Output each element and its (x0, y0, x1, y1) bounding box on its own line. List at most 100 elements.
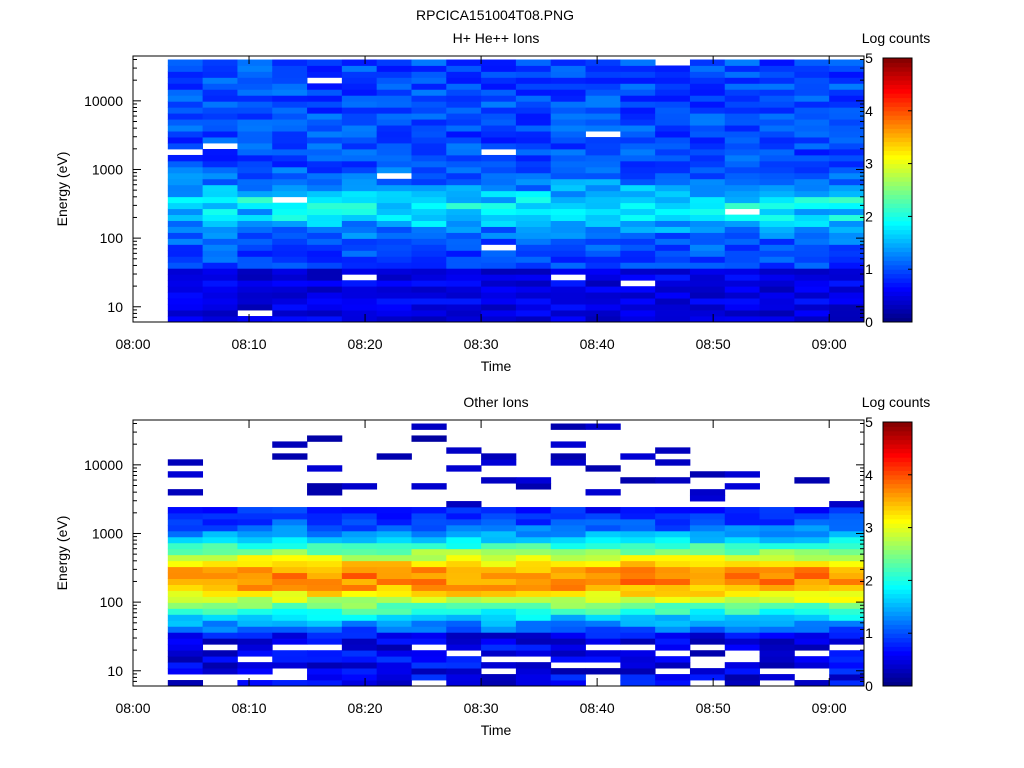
spectrogram-cell (655, 166, 691, 174)
spectrogram-cell (829, 172, 865, 180)
spectrogram-cell (515, 160, 552, 168)
spectrogram-cell (411, 423, 447, 430)
spectrogram-cell (655, 286, 691, 293)
spectrogram-cell (307, 59, 343, 66)
spectrogram-cell (167, 190, 204, 198)
plot-frame (132, 55, 865, 323)
spectrogram-cell (307, 596, 343, 603)
spectrogram-cell (446, 507, 482, 514)
spectrogram-cell (237, 131, 273, 138)
spectrogram-cell (237, 548, 273, 556)
spectrogram-cell (202, 131, 238, 138)
spectrogram-cell (515, 184, 552, 192)
spectrogram-cell (689, 89, 726, 96)
spectrogram-cell (794, 548, 830, 556)
spectrogram-cell (585, 536, 621, 544)
spectrogram-cell (550, 101, 586, 108)
spectrogram-cell (655, 131, 691, 138)
spectrogram-cell (341, 608, 378, 615)
spectrogram-cell (620, 298, 656, 305)
spectrogram-cell (550, 638, 586, 645)
spectrogram-cell (829, 650, 865, 657)
colorbar-segment (883, 190, 912, 195)
spectrogram-cell (341, 232, 378, 239)
spectrogram-cell (272, 310, 308, 317)
spectrogram-cell (515, 680, 552, 687)
spectrogram-cell (724, 542, 760, 550)
spectrogram-cell (237, 149, 273, 156)
spectrogram-cell (272, 214, 308, 221)
colorbar-segment (883, 677, 912, 683)
spectrogram-cell (724, 119, 760, 126)
spectrogram-cell (515, 608, 552, 615)
spectrogram-cell (585, 584, 621, 591)
spectrogram-cell (794, 632, 830, 639)
spectrogram-cell (272, 190, 308, 198)
spectrogram-cell (655, 214, 691, 221)
spectrogram-cell (689, 530, 726, 538)
spectrogram-cell (481, 83, 517, 90)
spectrogram-cell (272, 638, 308, 645)
spectrogram-cell (202, 662, 238, 669)
colorbar-segment (883, 488, 912, 493)
spectrogram-cell (237, 154, 273, 162)
spectrogram-cell (620, 226, 656, 233)
spectrogram-cell (550, 226, 586, 233)
spectrogram-cell (202, 578, 238, 585)
spectrogram-cell (376, 238, 412, 245)
spectrogram-cell (550, 280, 586, 287)
spectrogram-cell (829, 662, 865, 669)
x-tick-label: 08:50 (696, 336, 731, 352)
spectrogram-cell (515, 268, 552, 275)
spectrogram-cell (585, 632, 621, 639)
spectrogram-cell (794, 477, 830, 484)
spectrogram-cell (794, 256, 830, 263)
colorbar-segment (883, 532, 912, 537)
colorbar-segment (883, 470, 912, 476)
spectrogram-cell (724, 638, 760, 645)
spectrogram-cell (585, 83, 621, 90)
spectrogram-cell (655, 208, 691, 216)
spectrogram-cell (829, 208, 865, 216)
spectrogram-cell (829, 524, 865, 532)
spectrogram-cell (620, 507, 656, 514)
spectrogram-cell (272, 262, 308, 269)
spectrogram-cell (620, 77, 656, 84)
spectrogram-cell (202, 262, 238, 269)
spectrogram-cell (167, 536, 204, 544)
spectrogram-cell (307, 220, 343, 227)
spectrogram-cell (446, 214, 482, 221)
colorbar-segment (883, 562, 912, 568)
spectrogram-cell (481, 524, 517, 532)
spectrogram-cell (341, 596, 378, 603)
spectrogram-cell (829, 149, 865, 156)
spectrogram-cell (689, 566, 726, 574)
spectrogram-cell (446, 548, 482, 556)
spectrogram-cell (446, 560, 482, 568)
spectrogram-cell (794, 602, 830, 609)
spectrogram-cell (411, 298, 447, 305)
spectrogram-cell (307, 238, 343, 245)
spectrogram-cell (202, 620, 238, 627)
colorbar-tick-label: 3 (865, 520, 873, 536)
spectrogram-cell (515, 113, 552, 120)
spectrogram-cell (515, 71, 552, 78)
spectrogram-cell (585, 554, 621, 562)
spectrogram-cell (759, 524, 795, 532)
spectrogram-cell (307, 280, 343, 287)
spectrogram-cell (515, 262, 552, 269)
spectrogram-cell (411, 220, 447, 227)
colorbar-segment (883, 474, 912, 480)
spectrogram-cell (794, 160, 830, 168)
spectrogram-cell (411, 149, 447, 156)
spectrogram-cell (376, 256, 412, 263)
spectrogram-cell (829, 166, 865, 174)
spectrogram-cell (515, 668, 552, 675)
spectrogram-cell (202, 560, 238, 568)
spectrogram-cell (307, 548, 343, 556)
spectrogram-cell (341, 626, 378, 633)
spectrogram-cell (724, 131, 760, 138)
spectrogram-cell (550, 310, 586, 317)
spectrogram-cell (829, 316, 865, 323)
spectrogram-cell (202, 190, 238, 198)
